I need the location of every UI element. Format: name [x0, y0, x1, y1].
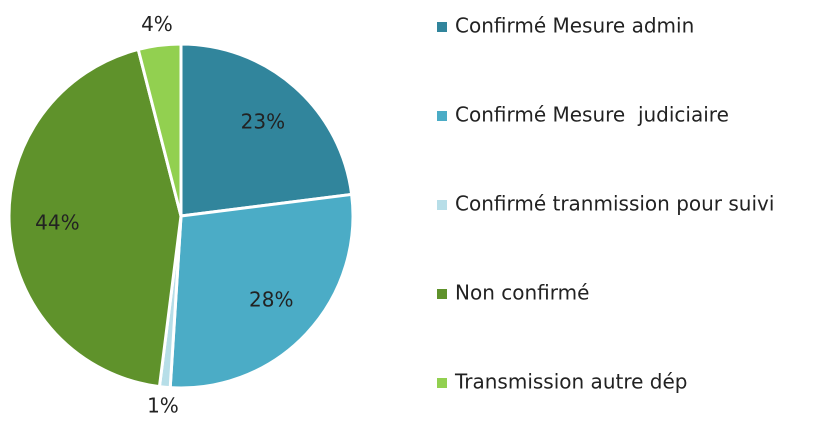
- pie-slice: [136, 42, 183, 217]
- legend-swatch: [437, 22, 447, 32]
- legend-swatch: [437, 111, 447, 121]
- legend-label: Confirmé Mesure judiciaire: [455, 103, 729, 127]
- data-label: 44%: [35, 210, 79, 234]
- legend-label: Confirmé Mesure admin: [455, 14, 694, 38]
- data-label: 4%: [141, 12, 173, 36]
- data-label: 28%: [249, 287, 293, 311]
- legend-label: Non confirmé: [455, 281, 589, 305]
- pie-slice: [179, 42, 354, 218]
- pie-slice: [168, 192, 355, 390]
- data-label: 1%: [147, 394, 179, 418]
- pie-slice: [7, 47, 183, 389]
- legend-swatch: [437, 200, 447, 210]
- legend-swatch: [437, 289, 447, 299]
- legend-swatch: [437, 378, 447, 388]
- legend-label: Confirmé tranmission pour suivi: [455, 192, 774, 216]
- legend-label: Transmission autre dép: [454, 370, 687, 394]
- data-label: 23%: [241, 110, 285, 134]
